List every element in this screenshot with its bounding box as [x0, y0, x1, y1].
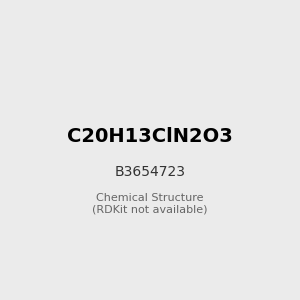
Text: C20H13ClN2O3: C20H13ClN2O3 — [67, 127, 233, 146]
Text: B3654723: B3654723 — [115, 165, 185, 178]
Text: Chemical Structure
(RDKit not available): Chemical Structure (RDKit not available) — [92, 193, 208, 215]
